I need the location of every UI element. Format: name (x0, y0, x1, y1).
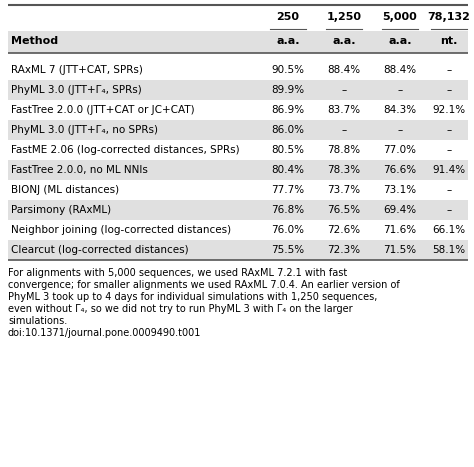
Text: 77.7%: 77.7% (272, 185, 305, 195)
Text: a.a.: a.a. (388, 36, 412, 46)
Text: –: – (447, 85, 452, 95)
Text: –: – (447, 145, 452, 155)
Text: –: – (341, 125, 346, 135)
Text: 88.4%: 88.4% (328, 65, 361, 75)
Text: 75.5%: 75.5% (272, 245, 305, 255)
Text: a.a.: a.a. (276, 36, 300, 46)
Text: PhyML 3.0 (JTT+Γ₄, SPRs): PhyML 3.0 (JTT+Γ₄, SPRs) (11, 85, 142, 95)
Text: –: – (447, 125, 452, 135)
Text: Neighbor joining (log-corrected distances): Neighbor joining (log-corrected distance… (11, 225, 231, 235)
Text: 78.3%: 78.3% (328, 165, 361, 175)
Text: RAxML 7 (JTT+CAT, SPRs): RAxML 7 (JTT+CAT, SPRs) (11, 65, 143, 75)
Text: 83.7%: 83.7% (328, 105, 361, 115)
Text: –: – (447, 185, 452, 195)
Text: nt.: nt. (440, 36, 458, 46)
Bar (8, 120, 468, 140)
Text: 76.5%: 76.5% (328, 205, 361, 215)
Text: 90.5%: 90.5% (272, 65, 304, 75)
Text: 76.6%: 76.6% (383, 165, 417, 175)
Text: 5,000: 5,000 (383, 12, 418, 22)
Bar (8, 31, 468, 53)
Text: 71.6%: 71.6% (383, 225, 417, 235)
Text: 76.8%: 76.8% (272, 205, 305, 215)
Text: 1,250: 1,250 (327, 12, 362, 22)
Text: 92.1%: 92.1% (432, 105, 465, 115)
Text: 73.1%: 73.1% (383, 185, 417, 195)
Text: –: – (447, 65, 452, 75)
Text: Clearcut (log-corrected distances): Clearcut (log-corrected distances) (11, 245, 189, 255)
Text: a.a.: a.a. (332, 36, 356, 46)
Text: 86.9%: 86.9% (272, 105, 305, 115)
Text: PhyML 3.0 (JTT+Γ₄, no SPRs): PhyML 3.0 (JTT+Γ₄, no SPRs) (11, 125, 158, 135)
Text: 80.5%: 80.5% (272, 145, 304, 155)
Bar (8, 160, 468, 180)
Text: 91.4%: 91.4% (432, 165, 465, 175)
Text: 71.5%: 71.5% (383, 245, 417, 255)
Text: 84.3%: 84.3% (383, 105, 417, 115)
Bar (8, 240, 468, 260)
Text: –: – (397, 85, 402, 95)
Text: FastME 2.06 (log-corrected distances, SPRs): FastME 2.06 (log-corrected distances, SP… (11, 145, 240, 155)
Text: FastTree 2.0.0 (JTT+CAT or JC+CAT): FastTree 2.0.0 (JTT+CAT or JC+CAT) (11, 105, 195, 115)
Text: Method: Method (11, 36, 58, 46)
Text: BIONJ (ML distances): BIONJ (ML distances) (11, 185, 119, 195)
Text: 66.1%: 66.1% (432, 225, 465, 235)
Text: –: – (341, 85, 346, 95)
Text: 77.0%: 77.0% (383, 145, 417, 155)
Text: convergence; for smaller alignments we used RAxML 7.0.4. An earlier version of: convergence; for smaller alignments we u… (8, 280, 400, 290)
Text: –: – (397, 125, 402, 135)
Text: 88.4%: 88.4% (383, 65, 417, 75)
Text: simulations.: simulations. (8, 316, 67, 326)
Text: 69.4%: 69.4% (383, 205, 417, 215)
Text: For alignments with 5,000 sequences, we used RAxML 7.2.1 with fast: For alignments with 5,000 sequences, we … (8, 268, 347, 278)
Text: 78.8%: 78.8% (328, 145, 361, 155)
Text: PhyML 3 took up to 4 days for individual simulations with 1,250 sequences,: PhyML 3 took up to 4 days for individual… (8, 292, 377, 302)
Text: 250: 250 (276, 12, 300, 22)
Text: 89.9%: 89.9% (272, 85, 305, 95)
Text: 78,132: 78,132 (428, 12, 470, 22)
Text: 86.0%: 86.0% (272, 125, 304, 135)
Text: Parsimony (RAxML): Parsimony (RAxML) (11, 205, 111, 215)
Text: 72.3%: 72.3% (328, 245, 361, 255)
Text: 76.0%: 76.0% (272, 225, 304, 235)
Bar (8, 80, 468, 100)
Text: 72.6%: 72.6% (328, 225, 361, 235)
Text: 80.4%: 80.4% (272, 165, 304, 175)
Text: even without Γ₄, so we did not try to run PhyML 3 with Γ₄ on the larger: even without Γ₄, so we did not try to ru… (8, 304, 353, 314)
Text: 58.1%: 58.1% (432, 245, 465, 255)
Text: 73.7%: 73.7% (328, 185, 361, 195)
Text: –: – (447, 205, 452, 215)
Text: FastTree 2.0.0, no ML NNIs: FastTree 2.0.0, no ML NNIs (11, 165, 148, 175)
Bar (8, 200, 468, 220)
Text: doi:10.1371/journal.pone.0009490.t001: doi:10.1371/journal.pone.0009490.t001 (8, 328, 201, 338)
